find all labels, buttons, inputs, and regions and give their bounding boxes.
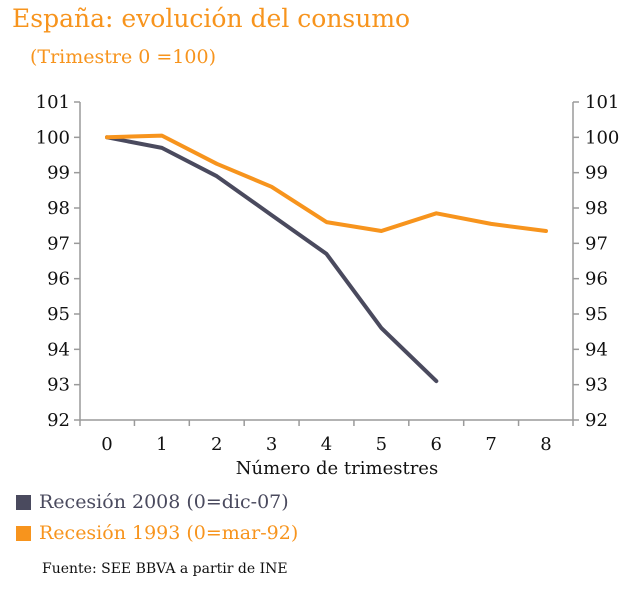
series-line-recesion-2008	[105, 135, 439, 384]
y-tick-label-right: 94	[585, 339, 608, 360]
source-note: Fuente: SEE BBVA a partir de INE	[42, 561, 288, 577]
y-tick-label-right: 98	[585, 198, 608, 219]
x-tick-label: 2	[211, 434, 222, 455]
x-tick-label: 4	[321, 434, 332, 455]
y-tick-label-right: 96	[585, 269, 608, 290]
y-tick-label-right: 100	[585, 127, 619, 148]
legend-item-recesion-2008: Recesión 2008 (0=dic-07)	[16, 491, 289, 513]
y-tick-label-right: 95	[585, 304, 608, 325]
y-tick-label-right: 97	[585, 233, 608, 254]
chart-series	[105, 133, 548, 384]
y-tick-label-left: 99	[47, 163, 70, 184]
y-tick-label-right: 92	[585, 410, 608, 431]
x-tick-label: 5	[376, 434, 387, 455]
x-tick-label: 0	[101, 434, 112, 455]
series-line-recesion-1993	[105, 133, 548, 233]
y-tick-label-left: 96	[47, 269, 70, 290]
legend-swatch-recesion-1993	[16, 525, 31, 541]
y-tick-label-left: 97	[47, 233, 70, 254]
x-axis-label: Número de trimestres	[236, 458, 438, 479]
y-tick-label-right: 101	[585, 92, 619, 113]
legend-item-recesion-1993: Recesión 1993 (0=mar-92)	[16, 522, 298, 544]
y-tick-label-left: 92	[47, 410, 70, 431]
x-tick-label: 1	[156, 434, 167, 455]
x-tick-label: 8	[540, 434, 551, 455]
x-tick-label: 3	[266, 434, 277, 455]
y-tick-label-right: 99	[585, 163, 608, 184]
y-tick-label-left: 93	[47, 375, 70, 396]
x-tick-label: 6	[431, 434, 442, 455]
y-tick-label-left: 94	[47, 339, 70, 360]
legend-swatch-recesion-2008	[16, 494, 31, 510]
chart-title: España: evolución del consumo	[12, 4, 411, 33]
legend-label-recesion-1993: Recesión 1993 (0=mar-92)	[39, 522, 299, 544]
y-tick-label-left: 95	[47, 304, 70, 325]
x-tick-label: 7	[485, 434, 496, 455]
chart-subtitle: (Trimestre 0 =100)	[30, 46, 216, 68]
y-tick-label-right: 93	[585, 375, 608, 396]
legend-label-recesion-2008: Recesión 2008 (0=dic-07)	[39, 491, 289, 513]
y-tick-label-left: 100	[36, 127, 70, 148]
y-tick-label-left: 101	[36, 92, 70, 113]
y-tick-label-left: 98	[47, 198, 70, 219]
